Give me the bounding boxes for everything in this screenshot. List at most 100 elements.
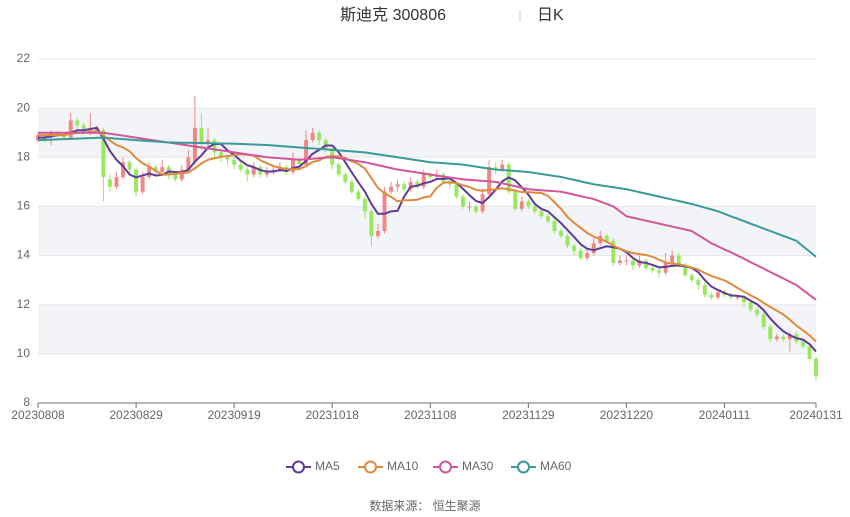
candle-body	[572, 245, 577, 251]
candle-body	[683, 265, 688, 276]
candle-body	[735, 297, 740, 299]
candle-body	[781, 336, 786, 340]
ma-line	[37, 136, 817, 258]
candle-body	[585, 253, 590, 259]
candle-body	[787, 334, 792, 340]
candle-body	[199, 127, 204, 143]
candle-body	[140, 176, 145, 192]
candle-body	[107, 179, 112, 187]
candle-body	[42, 135, 47, 138]
candle-body	[356, 191, 361, 200]
candle-body	[173, 174, 178, 180]
legend-label: MA10	[387, 459, 419, 473]
candle-body	[460, 196, 465, 207]
candle-body	[474, 206, 478, 212]
candle-body	[702, 285, 707, 295]
candle-body	[75, 120, 80, 126]
legend-label: MA60	[540, 459, 572, 473]
chart-subtitle: 日K	[537, 7, 564, 24]
candle-body	[389, 186, 394, 192]
candle-body	[644, 260, 648, 268]
candle-body	[421, 174, 426, 187]
candle-body	[291, 159, 295, 173]
candle-body	[304, 140, 309, 165]
candle-body	[657, 270, 662, 273]
candle-body	[179, 169, 184, 180]
candle-body	[402, 184, 407, 190]
candle-body	[192, 127, 197, 163]
candle-body	[513, 191, 518, 209]
candle-body	[238, 164, 243, 170]
candle-body	[382, 191, 387, 231]
candle-body	[454, 184, 459, 197]
y-tick-label: 22	[17, 51, 31, 65]
candle-body	[559, 231, 563, 236]
candle-body	[774, 336, 779, 340]
candle-body	[630, 260, 635, 266]
candle-body	[500, 164, 505, 170]
candle-body	[408, 181, 413, 190]
candle-body	[768, 326, 773, 340]
x-tick-label: 20230808	[11, 408, 65, 422]
y-tick-label: 8	[23, 395, 30, 409]
x-tick-label: 20231129	[502, 408, 555, 422]
candle-body	[591, 243, 596, 254]
candle-body	[748, 302, 753, 310]
legend-marker	[439, 460, 452, 474]
candle-body	[715, 292, 720, 298]
candle-body	[310, 132, 315, 141]
candle-body	[68, 120, 73, 138]
candle-body	[539, 211, 544, 217]
candle-body	[232, 159, 237, 165]
candle-body	[225, 157, 230, 160]
legend-marker	[364, 460, 377, 474]
candle-body	[696, 280, 701, 286]
candle-body	[349, 181, 354, 192]
candle-body	[134, 169, 139, 192]
candle-body	[689, 275, 694, 281]
candle-body	[62, 135, 67, 138]
candle-body	[742, 297, 747, 303]
grid-band	[38, 206, 816, 256]
legend-label: MA5	[315, 459, 340, 473]
candle-body	[362, 199, 367, 212]
x-tick-label: 20231018	[306, 408, 360, 422]
candle-body	[807, 346, 812, 359]
candle-body	[186, 157, 191, 170]
candle-body	[800, 341, 805, 347]
candle-body	[604, 235, 609, 241]
candle-body	[611, 240, 616, 263]
y-tick-label: 20	[17, 100, 31, 114]
candle-body	[395, 184, 400, 187]
candle-body	[369, 211, 374, 236]
candle-body	[212, 140, 217, 153]
chart-title: 斯迪克 300806	[340, 6, 446, 24]
candle-body	[467, 206, 472, 208]
candle-body	[578, 250, 583, 259]
y-tick-label: 16	[17, 199, 31, 213]
y-tick-label: 18	[17, 149, 31, 163]
candle-body	[127, 162, 132, 170]
candle-body	[755, 309, 760, 315]
candle-body	[153, 167, 158, 173]
grid-band	[38, 304, 816, 354]
candle-body	[617, 260, 622, 263]
candle-body	[670, 255, 675, 263]
candle-body	[343, 174, 348, 182]
candle-body	[101, 130, 106, 177]
candle-body	[519, 201, 524, 209]
candle-body	[114, 176, 119, 187]
candle-body	[676, 255, 681, 266]
candle-body	[493, 167, 498, 170]
candle-body	[532, 206, 537, 212]
candle-body	[565, 235, 570, 246]
candle-body	[624, 260, 629, 262]
y-tick-label: 10	[17, 346, 31, 360]
plot-bands	[38, 108, 816, 354]
candle-body	[376, 231, 380, 236]
candle-body	[317, 132, 322, 141]
legend-marker	[517, 460, 530, 474]
candle-body	[761, 314, 766, 327]
candle-body	[251, 167, 256, 175]
